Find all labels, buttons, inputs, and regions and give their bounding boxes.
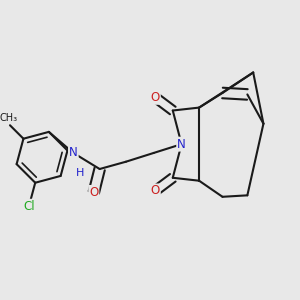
Text: H: H <box>76 168 84 178</box>
Text: N: N <box>177 138 186 151</box>
Text: O: O <box>89 186 98 199</box>
Text: O: O <box>151 184 160 197</box>
Text: O: O <box>151 91 160 104</box>
Text: Cl: Cl <box>23 200 35 213</box>
Text: N: N <box>69 146 78 159</box>
Text: CH₃: CH₃ <box>0 113 18 123</box>
